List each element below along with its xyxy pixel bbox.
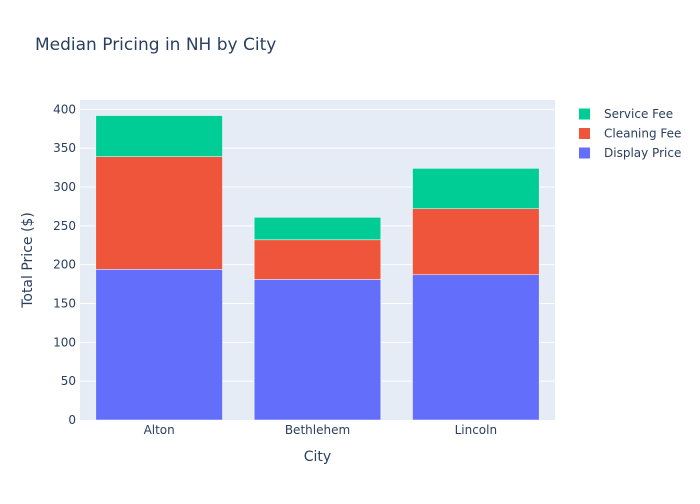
bar-service-fee-bethlehem[interactable] <box>253 217 382 241</box>
legend-label-cleaning-fee[interactable]: Cleaning Fee <box>604 127 681 141</box>
bar-display-price-lincoln[interactable] <box>412 274 540 421</box>
legend-label-service-fee[interactable]: Service Fee <box>604 107 673 121</box>
legend-label-display-price[interactable]: Display Price <box>604 146 681 160</box>
y-tick-label: 350 <box>53 141 76 155</box>
y-tick-label: 200 <box>53 258 76 272</box>
y-tick-label: 0 <box>68 413 76 427</box>
legend-swatch-service-fee[interactable] <box>579 108 590 120</box>
y-axis-ticks: 0 50 100 150 200 250 300 350 400 <box>53 102 76 427</box>
bar-display-price-bethlehem[interactable] <box>253 279 382 421</box>
bar-service-fee-alton[interactable] <box>95 115 223 157</box>
x-tick-label: Alton <box>144 423 175 437</box>
y-tick-label: 150 <box>53 296 76 310</box>
y-tick-label: 400 <box>53 102 76 116</box>
y-tick-label: 300 <box>53 180 76 194</box>
bar-display-price-alton[interactable] <box>95 269 223 421</box>
legend-swatch-display-price[interactable] <box>579 147 590 159</box>
legend: Service Fee Cleaning Fee Display Price <box>579 107 681 160</box>
bar-cleaning-fee-bethlehem[interactable] <box>253 239 382 280</box>
legend-swatch-cleaning-fee[interactable] <box>579 128 590 139</box>
y-tick-label: 50 <box>61 374 76 388</box>
x-axis-title: City <box>304 449 331 465</box>
y-tick-label: 250 <box>53 219 76 233</box>
bars <box>95 115 540 421</box>
x-tick-label: Lincoln <box>455 423 498 437</box>
chart-title: Median Pricing in NH by City <box>35 35 276 55</box>
bar-cleaning-fee-lincoln[interactable] <box>412 208 540 276</box>
x-tick-label: Bethlehem <box>285 423 350 437</box>
y-tick-label: 100 <box>53 335 76 349</box>
y-axis-title: Total Price ($) <box>20 212 36 309</box>
bar-cleaning-fee-alton[interactable] <box>95 156 223 270</box>
x-axis-ticks: Alton Bethlehem Lincoln <box>144 423 498 437</box>
bar-service-fee-lincoln[interactable] <box>412 168 540 209</box>
